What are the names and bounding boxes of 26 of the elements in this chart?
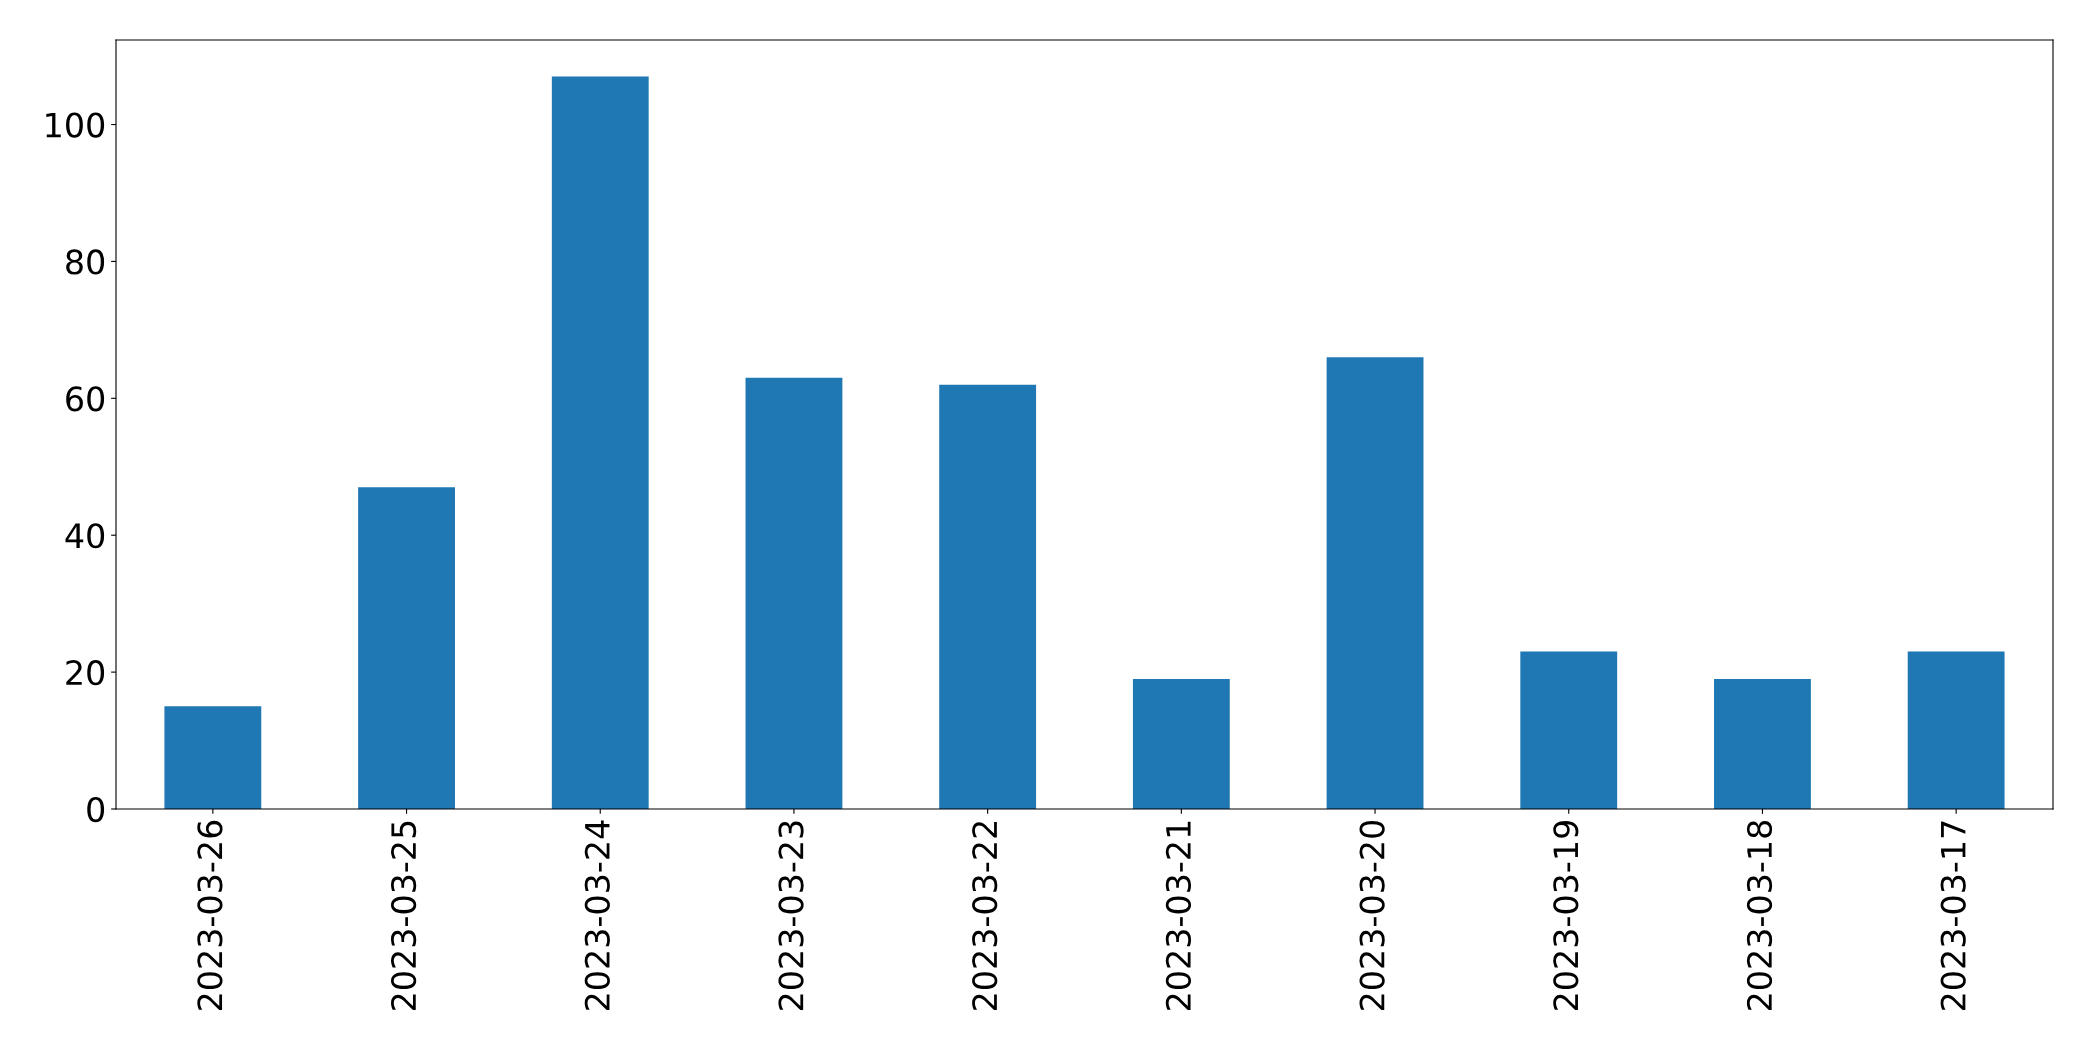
bar [1326, 357, 1424, 809]
x-tick-label: 2023-03-19 [1553, 821, 1579, 1010]
x-tick-label: 2023-03-25 [391, 821, 417, 1010]
bar [1520, 651, 1618, 809]
x-tick-label: 2023-03-22 [972, 822, 998, 1010]
y-tick-label: 0 [87, 796, 105, 823]
y-tick-label: 100 [46, 112, 105, 138]
bar [939, 384, 1037, 809]
x-tick-label: 2023-03-24 [584, 820, 610, 1010]
bar [164, 706, 262, 809]
y-tick-label: 20 [66, 660, 105, 686]
x-tick-label: 2023-03-17 [1940, 821, 1966, 1010]
y-tick-label: 40 [65, 523, 105, 549]
bar [1714, 678, 1811, 809]
bar [1132, 678, 1230, 809]
bar [358, 487, 455, 809]
x-tick-label: 2023-03-20 [1359, 820, 1385, 1010]
x-tick-label: 2023-03-26 [197, 820, 223, 1010]
x-tick-label: 2023-03-23 [778, 821, 804, 1010]
x-tick-label: 2023-03-18 [1746, 821, 1773, 1010]
y-tick-label: 60 [66, 386, 105, 412]
bar [551, 76, 649, 809]
x-tick-label: 2023-03-21 [1165, 821, 1192, 1010]
bar [745, 377, 843, 809]
bar [1907, 651, 2005, 809]
y-tick-label: 80 [66, 249, 105, 275]
